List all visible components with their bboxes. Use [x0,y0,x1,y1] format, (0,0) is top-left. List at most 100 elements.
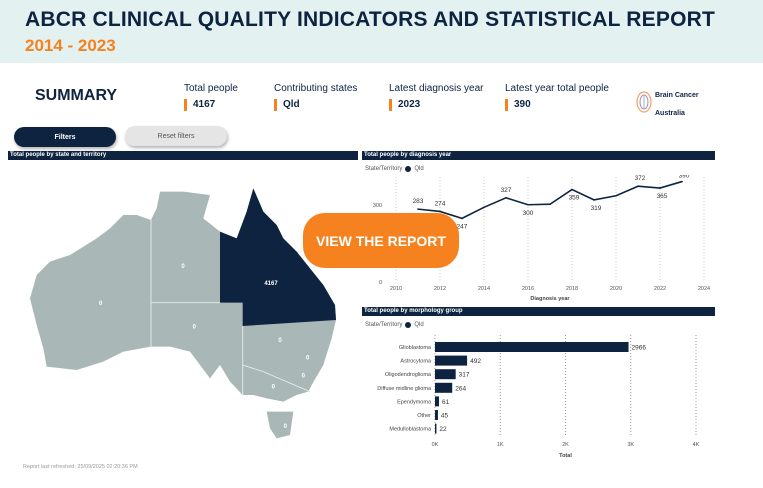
data-label: 283 [413,198,424,205]
bar-chart-legend: State/Territory Qld [365,322,424,328]
x-axis-title: Total [559,453,572,459]
map-label-tas: 0 [284,424,288,430]
x-tick-label: 2024 [698,286,710,292]
last-refreshed-text: Report last refreshed: 25/09/2025 02:20:… [23,464,138,470]
kpi-value: 390 [505,99,609,111]
data-label: 274 [435,200,446,207]
legend-item[interactable]: Qld [414,322,424,328]
data-point [637,185,639,188]
legend-title: State/Territory [365,322,403,328]
data-point [505,196,507,199]
report-header [0,0,763,63]
data-label: 365 [657,193,668,200]
data-point [593,199,595,201]
data-point [549,203,551,206]
map-panel-title: Total people by state and territory [8,151,358,160]
bar-chart: 0K 1K 2K 3K 4K Glioblastoma 2966 Astrocytoma 492… [377,335,700,459]
report-title: ABCR CLINICAL QUALITY INDICATORS AND STA… [25,8,716,31]
data-label: 317 [459,372,470,379]
brain-cancer-australia-logo: Brain Cancer Australia [636,84,699,120]
data-point [527,203,529,206]
bar-medulloblastoma [435,423,437,434]
data-label: 45 [441,413,449,420]
data-label: 327 [501,187,512,194]
data-label: 300 [523,210,534,217]
data-point [681,180,683,183]
data-point [571,188,573,191]
x-tick-label: 2018 [566,286,578,292]
reset-filters-button[interactable]: Reset filters [125,126,227,146]
bar-other [435,410,438,420]
map-label-wa: 0 [99,301,103,307]
map-label-nt: 0 [181,264,185,270]
data-label: 247 [457,223,468,230]
x-tick-label: 2014 [478,286,490,292]
category-label: Astrocytoma [400,359,432,365]
data-point [461,217,463,220]
category-label: Oligodendroglioma [385,372,432,378]
x-tick-label: 0K [432,442,439,448]
kpi-value: Qld [274,99,357,111]
filters-button[interactable]: Filters [14,127,116,147]
map-label-qld: 4167 [264,281,278,287]
kpi-latest-year-total: Latest year total people 390 [505,83,609,111]
map-label-act: 0 [302,374,306,380]
legend-dot-icon [405,166,412,172]
data-label: 22 [439,426,447,433]
legend-title: State/Territory [365,166,403,172]
x-tick-label: 4K [693,442,700,448]
series-line-qld [417,180,683,220]
x-tick-label: 2020 [610,286,622,292]
map-state-tas[interactable] [266,411,294,439]
data-label: 264 [455,385,466,392]
map-label-nsw-2: 0 [306,355,310,361]
kpi-latest-year: Latest diagnosis year 2023 [389,83,484,111]
bar-diffuse-midline-glioma [435,382,453,393]
data-label: 61 [442,399,450,406]
category-label: Glioblastoma [399,345,432,351]
map-label-sa: 0 [193,324,197,330]
data-label: 2966 [632,345,647,352]
legend-dot-icon [405,322,412,328]
data-point [439,210,441,213]
kpi-value: 2023 [389,99,484,111]
data-label: 319 [591,205,602,212]
logo-text: Brain Cancer [655,92,699,99]
category-label: Ependymoma [397,399,432,405]
bar-glioblastoma [435,342,629,352]
brain-logo-icon [636,91,652,113]
view-report-button[interactable]: VIEW THE REPORT [303,213,459,268]
kpi-contributing-states: Contributing states Qld [274,83,357,111]
x-axis-title: Diagnosis year [530,296,570,302]
x-tick-label: 2010 [390,286,402,292]
data-label: 372 [635,175,646,182]
x-tick-label: 1K [497,442,504,448]
australia-map: 0 0 4167 0 0 0 0 0 0 [30,188,336,439]
data-label: 359 [569,195,580,202]
map-label-nsw: 0 [278,338,282,344]
y-tick-label: 0 [379,280,382,286]
kpi-total-people: Total people 4167 [184,83,238,111]
category-label: Diffuse midline glioma [377,386,432,392]
kpi-label: Latest year total people [505,83,609,94]
category-label: Medulloblastoma [389,427,432,433]
data-point [483,206,485,209]
kpi-value: 4167 [184,99,238,111]
kpi-label: Total people [184,83,238,94]
x-tick-label: 2016 [522,286,534,292]
data-point [417,208,419,210]
kpi-label: Contributing states [274,83,358,94]
category-label: Other [417,413,431,419]
summary-title: SUMMARY [35,87,118,104]
logo-text: Australia [655,110,685,117]
map-labels: 0 0 4167 0 0 0 0 0 0 [99,264,310,430]
map-label-vic: 0 [272,385,276,391]
map-state-qld[interactable] [220,188,336,326]
line-chart-title: Total people by diagnosis year [362,151,715,160]
x-tick-label: 2K [562,442,569,448]
kpi-label: Latest diagnosis year [389,83,484,94]
bar-chart-title: Total people by morphology group [362,307,715,316]
legend-item[interactable]: Qld [414,166,424,172]
line-chart-legend: State/Territory Qld [365,166,424,172]
data-label: 390 [679,175,690,180]
